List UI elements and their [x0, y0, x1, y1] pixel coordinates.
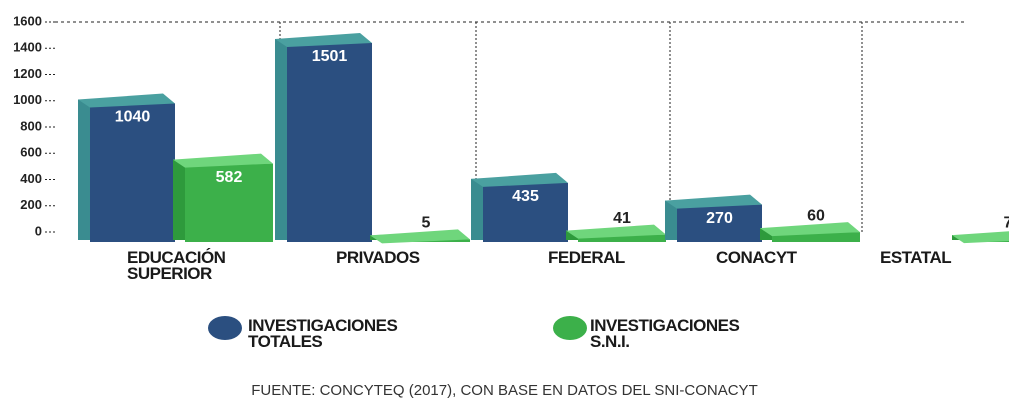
- bar-top: [275, 32, 372, 47]
- value-label: 7: [1004, 214, 1009, 231]
- bar-top: [471, 172, 568, 187]
- x-tick-label: FEDERAL: [548, 248, 625, 267]
- bar-top: [952, 231, 1009, 244]
- bar-front: [90, 103, 175, 242]
- legend-swatch: [553, 316, 587, 340]
- legend-label: INVESTIGACIONES S.N.I.: [590, 316, 740, 351]
- y-tick-label: 1600: [13, 13, 42, 28]
- legend-label: INVESTIGACIONES TOTALES: [248, 316, 398, 351]
- bar-front: [677, 204, 762, 242]
- bar: [78, 93, 175, 242]
- bar: [173, 153, 273, 242]
- y-tick-label: 1000: [13, 92, 42, 107]
- bar-side: [760, 228, 774, 240]
- bar: [952, 231, 1009, 244]
- x-tick-label: CONACYT: [716, 248, 797, 267]
- bar: [665, 194, 762, 242]
- y-tick-label: 1200: [13, 66, 42, 81]
- value-label: 270: [706, 210, 733, 227]
- y-tick-label: 600: [20, 145, 42, 160]
- bar-side: [173, 159, 187, 240]
- value-label: 582: [216, 169, 243, 186]
- bar-front: [287, 42, 372, 243]
- bar: [370, 229, 470, 244]
- bar-side: [471, 178, 485, 240]
- legend-swatch: [208, 316, 242, 340]
- bar-side: [665, 200, 679, 240]
- bar-side: [78, 99, 92, 240]
- y-tick-label: 1400: [13, 40, 42, 55]
- bar-side: [566, 230, 580, 240]
- bar: [566, 224, 666, 242]
- bar-front: [578, 234, 666, 242]
- bar-top: [78, 93, 175, 108]
- value-label: 435: [512, 188, 539, 205]
- bar-top: [173, 153, 273, 168]
- bar-top: [566, 224, 666, 239]
- bar: [275, 32, 372, 243]
- y-tick-label: 0: [35, 223, 42, 238]
- bar-top: [760, 222, 860, 237]
- bar-front: [185, 163, 273, 242]
- value-label: 41: [613, 210, 631, 227]
- value-label: 1040: [115, 109, 151, 126]
- y-tick-label: 800: [20, 118, 42, 133]
- x-tick-label: PRIVADOS: [336, 248, 420, 267]
- bar-top: [370, 229, 470, 244]
- bar-front: [772, 232, 860, 242]
- value-label: 5: [422, 215, 431, 232]
- value-label: 1501: [312, 48, 348, 65]
- bar-side: [275, 38, 289, 241]
- source: FUENTE: CONCYTEQ (2017), CON BASE EN DAT…: [251, 382, 758, 399]
- x-tick-label: EDUCACIÓN SUPERIOR: [127, 248, 226, 283]
- bar-top: [665, 194, 762, 209]
- y-tick-label: 200: [20, 197, 42, 212]
- bar: [471, 172, 568, 242]
- y-tick-label: 400: [20, 171, 42, 186]
- bar-front: [483, 182, 568, 242]
- bar: [760, 222, 860, 242]
- value-label: 60: [807, 207, 825, 224]
- x-tick-label: ESTATAL: [880, 248, 952, 267]
